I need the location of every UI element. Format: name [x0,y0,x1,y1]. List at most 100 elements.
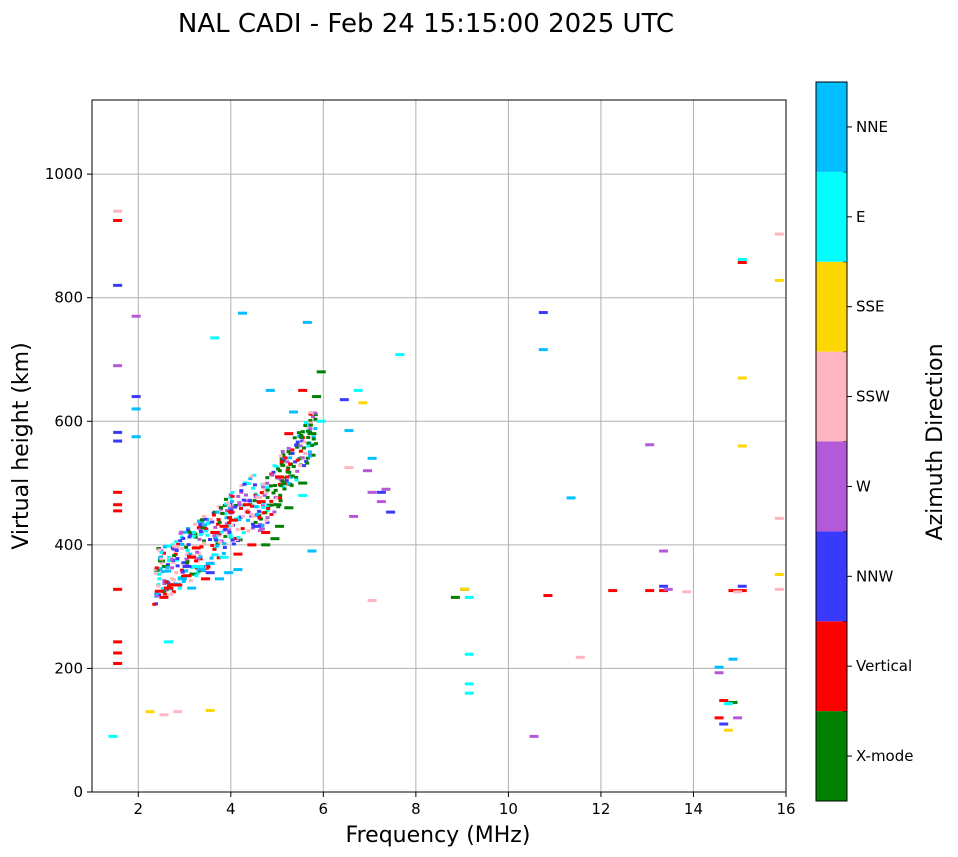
data-point-vertical [737,589,747,593]
data-point-w [659,549,669,553]
echo-cloud-mark [228,496,233,500]
echo-cloud-mark [304,460,309,464]
colorbar-segment [816,531,847,622]
echo-cloud-mark [235,528,240,532]
echo-cloud-mark [199,545,204,549]
echo-cloud-mark [167,569,172,573]
data-point-nne [238,311,248,315]
echo-cloud-mark [152,602,157,606]
echo-cloud-mark [241,531,246,535]
data-point-x-mode [450,595,460,599]
echo-cloud-mark [229,536,234,540]
echo-cloud-mark [194,574,199,578]
data-point-vertical [261,531,271,534]
echo-cloud-mark [206,565,211,569]
echo-cloud-mark [264,485,269,489]
data-point-ssw [733,590,743,594]
data-point-vertical [233,552,243,556]
data-point-vertical [543,594,553,598]
echo-cloud-mark [228,533,233,537]
data-point-vertical [113,651,123,655]
data-point-x-mode [261,543,271,547]
echo-cloud-mark [176,545,181,549]
data-point-vertical [159,595,169,599]
echo-cloud-mark [238,538,243,542]
echo-cloud-mark [295,469,300,473]
data-point-vertical [154,589,164,593]
echo-cloud-mark [161,559,166,563]
data-point-w [376,500,386,504]
data-point-vertical [284,432,294,436]
echo-cloud-mark [300,456,305,460]
echo-cloud-mark [166,559,171,563]
echo-cloud-mark [227,510,232,514]
echo-cloud-mark [196,519,201,523]
echo-cloud-mark [308,412,313,416]
echo-cloud-mark [159,557,164,561]
x-tick-label: 2 [133,800,143,818]
echo-cloud-mark [308,427,313,431]
echo-cloud-mark [272,510,277,514]
echo-cloud-mark [222,542,227,546]
echo-cloud-mark [188,579,193,583]
echo-cloud-mark [219,530,224,534]
data-point-nnw [737,584,747,588]
echo-cloud-mark [202,539,207,543]
echo-cloud-mark [285,468,290,472]
echo-cloud-mark [184,569,189,573]
echo-cloud-mark [298,444,303,448]
data-point-nnw [182,564,192,568]
data-point-vertical [182,574,192,578]
echo-cloud-mark [231,542,236,546]
echo-cloud-mark [162,592,167,596]
echo-cloud-mark [216,518,221,522]
echo-cloud-mark [154,591,159,595]
echo-cloud-mark [157,559,162,563]
data-point-vertical [719,699,729,703]
data-point-nnw [659,584,669,588]
echo-cloud-mark [260,527,265,531]
echo-cloud-mark [286,466,291,470]
echo-cloud-mark [158,567,163,571]
echo-cloud-mark [186,527,191,531]
echo-cloud-mark [191,534,196,538]
echo-cloud-mark [161,551,166,555]
echo-cloud-mark [199,518,204,522]
echo-cloud-mark [159,549,164,553]
x-tick-label: 10 [499,800,518,818]
echo-cloud-mark [311,437,316,441]
y-tick-label: 0 [73,783,83,801]
data-point-x-mode [284,506,294,510]
echo-cloud-mark [209,556,214,560]
data-point-sse [460,587,470,591]
data-point-e [298,493,308,497]
echo-cloud-mark [264,519,269,523]
echo-cloud-mark [252,483,257,487]
echo-cloud-mark [159,551,164,555]
echo-cloud-mark [170,558,175,562]
data-point-nne [196,568,206,572]
echo-cloud-mark [229,499,234,503]
colorbar-segment [816,621,847,712]
data-point-ssw [344,466,354,470]
echo-cloud-mark [247,499,252,503]
colorbar: X-mode Vertical NNW W SSW SSE E NNE [815,81,913,802]
echo-cloud-mark [261,511,266,515]
data-point-vertical [191,546,201,550]
echo-cloud-mark [286,450,291,454]
data-point-vertical [256,500,266,504]
echo-cloud-mark [246,529,251,533]
data-point-vertical [737,260,747,264]
data-point-nne [307,549,317,553]
x-tick-label: 12 [591,800,610,818]
echo-cloud-mark [162,545,167,549]
echo-cloud-mark [207,537,212,541]
echo-cloud-mark [172,578,177,582]
echo-cloud-mark [230,510,235,514]
echo-cloud-mark [172,544,177,548]
data-point-sse [737,444,747,448]
echo-cloud-mark [162,579,167,583]
data-point-vertical [113,490,123,494]
echo-cloud-mark [188,552,193,556]
echo-cloud-mark [294,475,299,479]
